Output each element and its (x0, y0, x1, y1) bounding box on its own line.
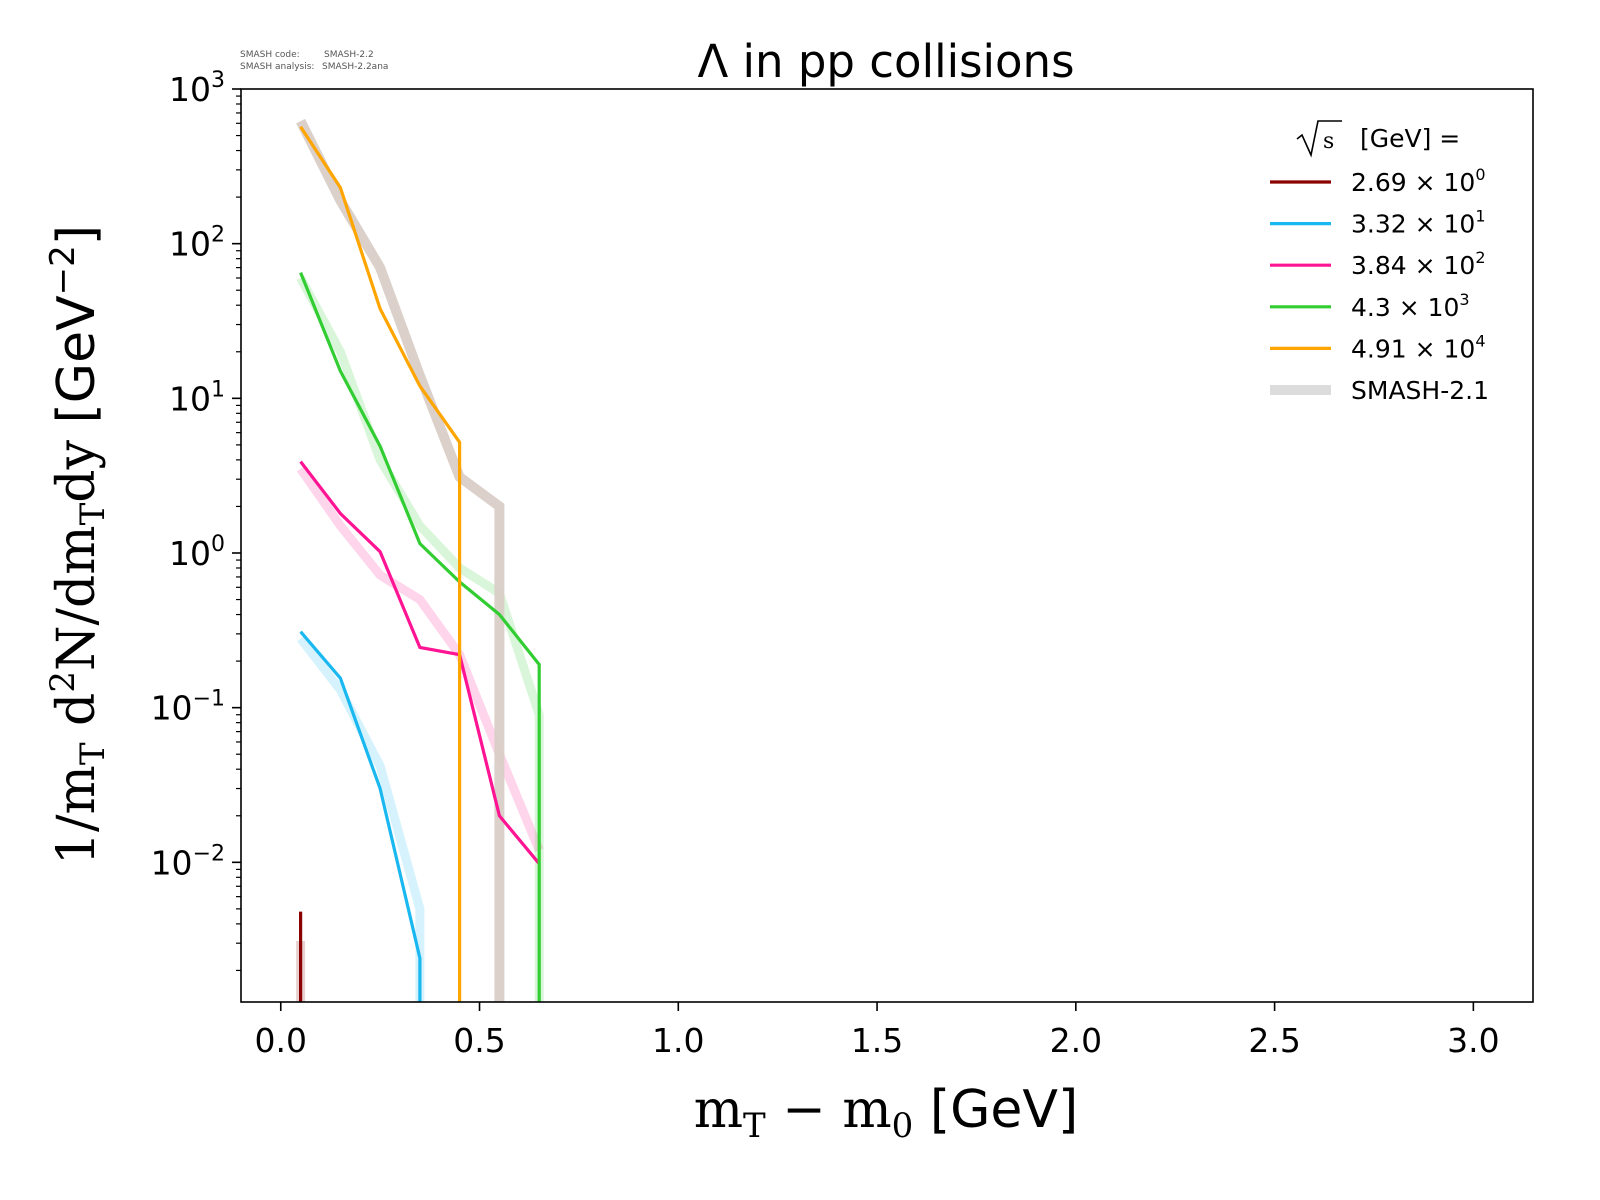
series-line (299, 630, 422, 1002)
legend-label-reference: SMASH-2.1 (1351, 376, 1489, 405)
x-tick-label: 0.0 (255, 1021, 307, 1060)
y-axis-ticks: 10−2 10−1 100 101 102 103 (151, 68, 241, 972)
x-tick-label: 2.0 (1050, 1021, 1102, 1060)
legend-title-text: [GeV] = (1360, 124, 1460, 153)
x-axis-label: mT − m0 [GeV] (694, 1080, 1079, 1146)
x-tick-label: 1.5 (851, 1021, 903, 1060)
data-series-lines (299, 125, 541, 1002)
x-tick-label: 3.0 (1447, 1021, 1499, 1060)
y-tick-label: 100 (169, 532, 225, 573)
y-tick-label: 102 (169, 223, 225, 264)
meta-analysis-value: SMASH-2.2ana (322, 62, 388, 72)
plot-frame (240, 88, 1534, 1003)
smash-21-reference-line (296, 118, 505, 1002)
legend-label: 4.91 × 104 (1351, 331, 1486, 363)
series-line (299, 272, 541, 1002)
meta-analysis-label: SMASH analysis: (240, 62, 314, 72)
x-tick-label: 1.0 (652, 1021, 704, 1060)
legend-title-s: s (1323, 129, 1334, 154)
y-tick-label: 10−2 (151, 841, 225, 882)
legend: s [GeV] = 2.69 × 100 3.32 × 101 3.84 × 102… (1270, 120, 1489, 405)
y-tick-label: 10−1 (151, 687, 225, 728)
y-axis-label: 1/mT d2N/dmTdy [GeV−2] (43, 225, 113, 865)
legend-label: 4.3 × 103 (1351, 290, 1470, 322)
sqrt-symbol (1296, 120, 1342, 158)
reference-series-lines (296, 118, 544, 1002)
x-tick-label: 0.5 (453, 1021, 505, 1060)
y-tick-label: 101 (169, 377, 225, 418)
series-line (299, 125, 462, 1002)
legend-label: 3.84 × 102 (1351, 248, 1486, 280)
legend-title: s [GeV] = (1296, 120, 1460, 158)
meta-code-label: SMASH code: (240, 50, 300, 60)
y-tick-label: 103 (169, 68, 225, 109)
series-reference-band (296, 275, 544, 1002)
legend-label: 3.32 × 101 (1351, 207, 1486, 239)
x-tick-label: 2.5 (1248, 1021, 1300, 1060)
x-axis-ticks: 0.0 0.5 1.0 1.5 2.0 2.5 3.0 (255, 1002, 1500, 1060)
series-reference-band (297, 635, 425, 1002)
chart-title: Λ in pp collisions (697, 35, 1074, 88)
legend-label: 2.69 × 100 (1351, 165, 1486, 197)
meta-code-value: SMASH-2.2 (324, 50, 374, 60)
series-line (299, 460, 541, 865)
